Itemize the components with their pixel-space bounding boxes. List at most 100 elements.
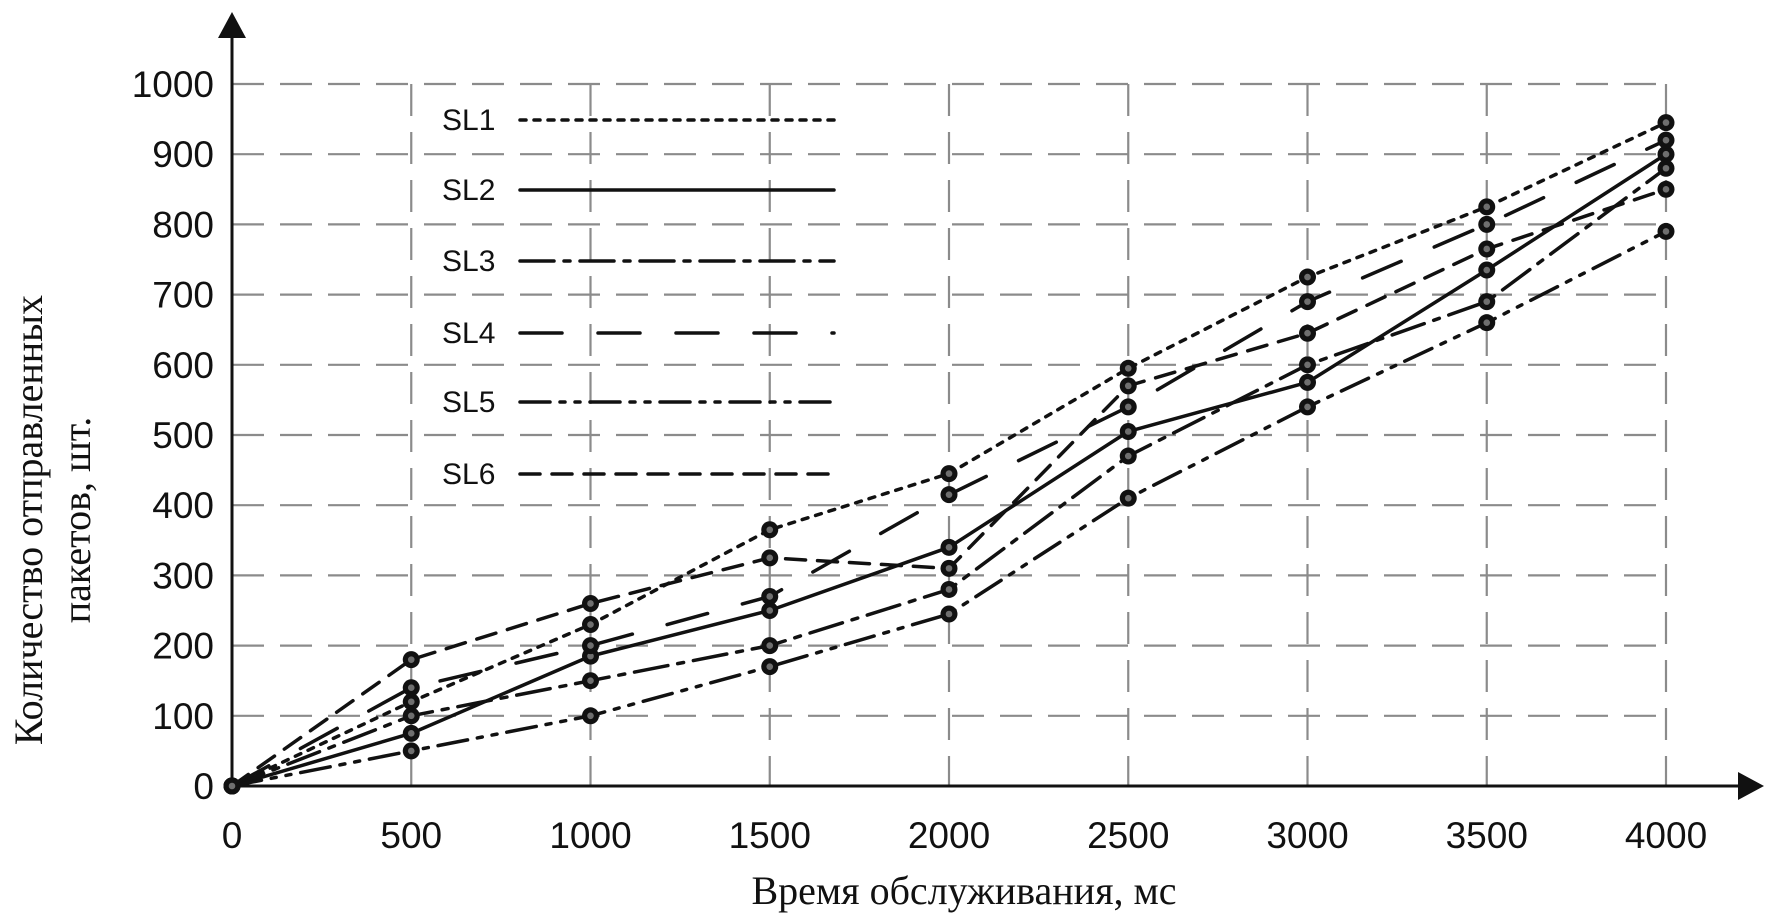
data-point-highlight bbox=[945, 586, 953, 593]
data-point-sl5 bbox=[402, 742, 420, 760]
legend-label: SL6 bbox=[442, 458, 495, 491]
data-point-sl3 bbox=[582, 672, 599, 690]
x-axis-title: Время обслуживания, мс bbox=[751, 868, 1176, 913]
data-point-sl4 bbox=[1657, 131, 1675, 149]
data-point-highlight bbox=[766, 593, 774, 600]
x-tick-label: 0 bbox=[222, 815, 243, 856]
data-point-sl2 bbox=[761, 602, 779, 619]
tick-labels: 0 500 1000 1500 2000 2500 3000 3500 4000 0 100 200 3… bbox=[132, 64, 1707, 856]
data-point-sl3 bbox=[402, 707, 420, 725]
x-tick-label: 1500 bbox=[729, 815, 811, 856]
y-tick-label: 1000 bbox=[132, 64, 214, 105]
data-point-sl6 bbox=[761, 549, 779, 567]
legend-label: SL3 bbox=[442, 245, 495, 278]
legend-item-sl1: SL1 bbox=[442, 104, 836, 137]
data-point-highlight bbox=[1124, 494, 1132, 502]
data-point-highlight bbox=[945, 470, 953, 477]
legend-item-sl4: SL4 bbox=[442, 317, 836, 350]
data-point-sl6 bbox=[1299, 324, 1316, 342]
data-point-highlight bbox=[766, 607, 774, 614]
data-point-sl4 bbox=[1478, 215, 1496, 233]
legend-item-sl3: SL3 bbox=[442, 245, 836, 278]
x-tick-label: 3000 bbox=[1266, 815, 1348, 856]
data-point-sl6 bbox=[1119, 377, 1137, 395]
data-point-highlight bbox=[407, 747, 415, 755]
data-point-highlight bbox=[945, 491, 953, 498]
data-point-highlight bbox=[1124, 365, 1132, 372]
legend-label: SL4 bbox=[442, 317, 495, 350]
data-point-highlight bbox=[1304, 403, 1311, 411]
data-point-highlight bbox=[587, 712, 594, 720]
data-point-highlight bbox=[1304, 361, 1311, 369]
axes bbox=[218, 12, 1764, 800]
data-point-sl4 bbox=[402, 679, 420, 697]
data-point-sl3 bbox=[1119, 447, 1137, 465]
data-point-sl1 bbox=[761, 521, 779, 539]
data-point-highlight bbox=[1304, 273, 1311, 281]
data-point-sl1 bbox=[1657, 114, 1675, 132]
data-point-sl2 bbox=[1119, 422, 1137, 440]
legend-label: SL2 bbox=[442, 174, 495, 207]
data-point-highlight bbox=[945, 610, 953, 618]
data-point-sl6 bbox=[1657, 180, 1675, 198]
data-point-highlight bbox=[945, 565, 953, 572]
data-point-sl6 bbox=[223, 777, 241, 795]
data-point-highlight bbox=[407, 698, 415, 706]
x-axis-arrow bbox=[1738, 772, 1764, 800]
data-point-sl3 bbox=[1299, 356, 1316, 374]
data-point-sl6 bbox=[1478, 240, 1496, 258]
data-point-highlight bbox=[766, 642, 774, 649]
data-point-highlight bbox=[766, 663, 774, 670]
data-point-sl4 bbox=[1299, 293, 1316, 311]
data-point-sl2 bbox=[1657, 145, 1675, 163]
data-point-highlight bbox=[1483, 319, 1491, 326]
series-points bbox=[223, 114, 1675, 795]
data-point-sl1 bbox=[1119, 359, 1137, 377]
data-point-highlight bbox=[1662, 228, 1670, 235]
data-point-highlight bbox=[1124, 428, 1132, 435]
y-tick-label: 200 bbox=[152, 626, 214, 667]
data-point-sl2 bbox=[402, 724, 420, 742]
series-line-sl5 bbox=[230, 229, 1668, 788]
data-point-sl5 bbox=[1657, 222, 1675, 240]
data-point-sl2 bbox=[940, 538, 958, 556]
data-point-highlight bbox=[587, 600, 594, 607]
data-point-highlight bbox=[1304, 379, 1311, 386]
y-axis-title: Количество отправленных пакетов, шт. bbox=[6, 295, 99, 745]
data-point-highlight bbox=[1662, 186, 1670, 193]
data-point-highlight bbox=[766, 554, 774, 562]
legend-label: SL1 bbox=[442, 104, 495, 137]
y-axis-title-line-1: Количество отправленных bbox=[6, 295, 51, 745]
data-point-highlight bbox=[1483, 245, 1491, 253]
data-point-highlight bbox=[587, 642, 594, 649]
y-tick-label: 600 bbox=[152, 345, 214, 386]
x-tick-label: 4000 bbox=[1625, 815, 1707, 856]
data-point-highlight bbox=[407, 684, 415, 692]
data-point-sl2 bbox=[1478, 261, 1496, 279]
y-tick-label: 0 bbox=[193, 766, 214, 807]
y-axis-arrow bbox=[218, 12, 246, 38]
data-point-highlight bbox=[1483, 203, 1491, 211]
y-axis-title-line-2: пакетов, шт. bbox=[54, 417, 99, 623]
y-tick-label: 400 bbox=[152, 485, 214, 526]
data-point-highlight bbox=[228, 782, 236, 790]
x-tick-label: 500 bbox=[380, 815, 442, 856]
data-point-sl5 bbox=[761, 658, 779, 676]
data-point-highlight bbox=[1124, 452, 1132, 460]
data-point-highlight bbox=[1124, 403, 1132, 411]
data-point-sl4 bbox=[761, 587, 779, 605]
data-point-highlight bbox=[587, 621, 594, 628]
data-point-highlight bbox=[1662, 119, 1670, 126]
data-point-sl4 bbox=[940, 486, 958, 504]
data-point-sl2 bbox=[1299, 373, 1316, 391]
legend-item-sl2: SL2 bbox=[442, 174, 836, 207]
data-point-sl6 bbox=[402, 651, 420, 669]
legend-label: SL5 bbox=[442, 386, 495, 419]
data-point-highlight bbox=[407, 730, 415, 737]
y-tick-label: 300 bbox=[152, 555, 214, 596]
legend-item-sl5: SL5 bbox=[442, 386, 836, 419]
data-point-highlight bbox=[945, 544, 953, 551]
data-point-sl1 bbox=[1478, 198, 1496, 216]
data-point-highlight bbox=[407, 712, 415, 720]
